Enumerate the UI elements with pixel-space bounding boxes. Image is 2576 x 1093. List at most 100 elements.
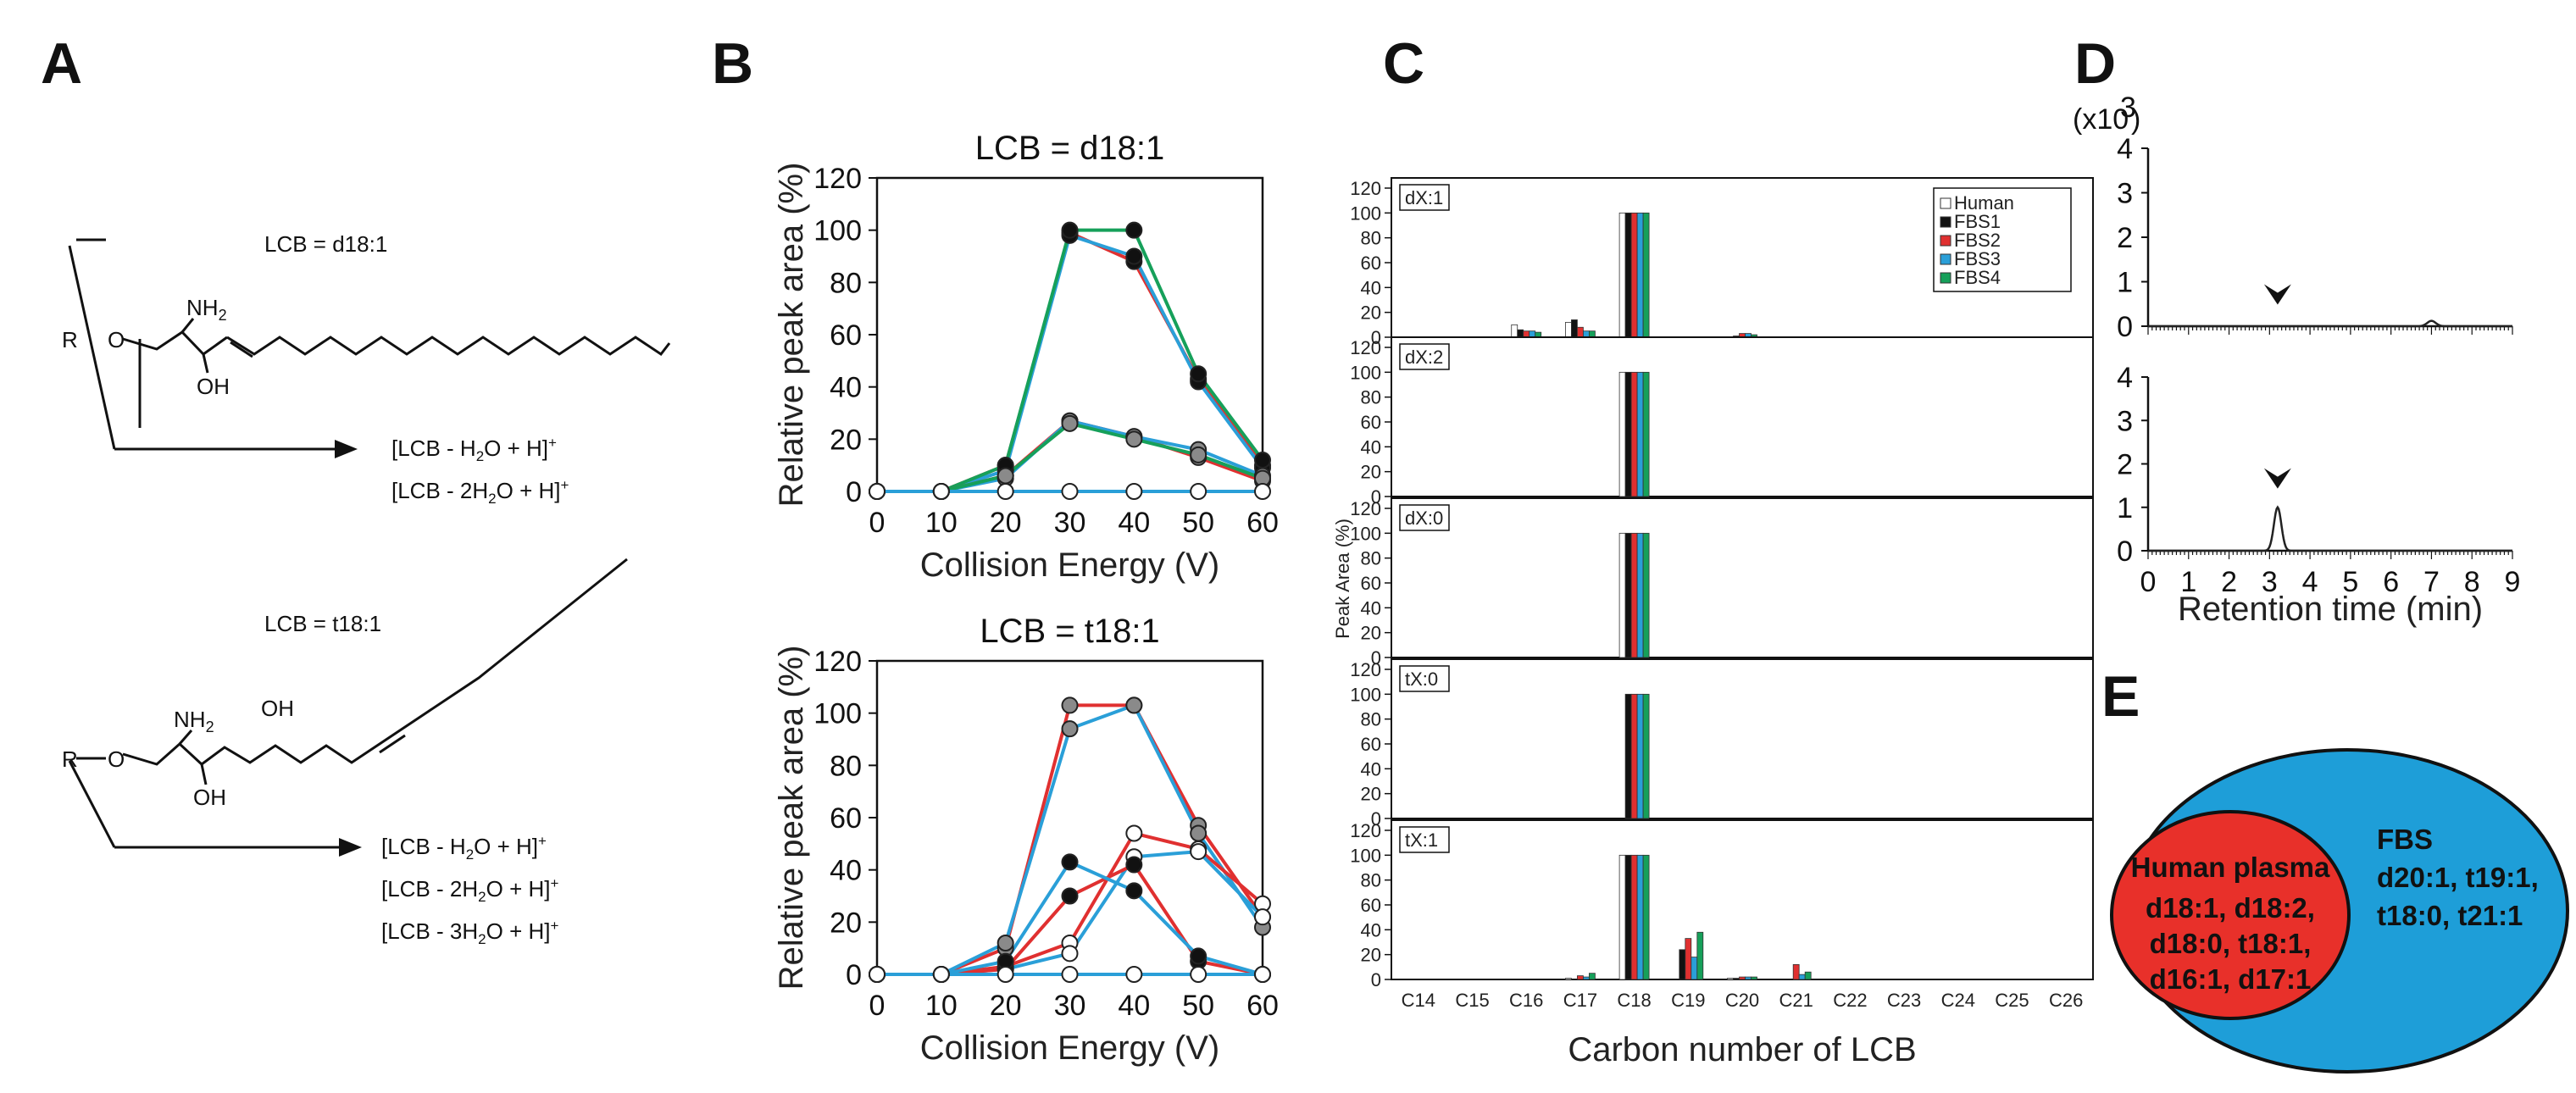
- bar-human: [1618, 854, 1626, 980]
- lcb-label-top: LCB = d18:1: [264, 231, 387, 257]
- x-axis-label: Retention time (min): [2178, 591, 2483, 628]
- data-point: [1190, 483, 1208, 500]
- x-tick-label: 8: [2464, 566, 2480, 598]
- ion-bottom-1: [LCB - H2O + H]+: [381, 833, 547, 863]
- data-point: [1125, 856, 1143, 874]
- y-tick-label: 40: [830, 372, 862, 404]
- data-point: [1061, 966, 1079, 983]
- y-tick-label: 60: [830, 319, 862, 352]
- data-point: [1190, 824, 1208, 842]
- y-tick-label: 2: [2117, 449, 2133, 481]
- ion-bottom-2: [LCB - 2H2O + H]+: [381, 875, 558, 905]
- y-tick-label: 0: [2117, 535, 2133, 568]
- y-tick-label: 0: [1371, 808, 1381, 829]
- data-point: [1061, 221, 1079, 239]
- x-tick-label: 0: [869, 507, 886, 539]
- legend-swatch: [1940, 235, 1951, 247]
- x-tick-label: 50: [1182, 507, 1214, 539]
- x-tick-label: C17: [1563, 990, 1597, 1011]
- y-tick-label: 100: [1350, 684, 1381, 705]
- legend-label: FBS3: [1954, 248, 2001, 269]
- data-point: [1190, 446, 1208, 463]
- data-point: [1061, 414, 1079, 432]
- data-point: [869, 483, 886, 500]
- bar-fbs4: [1589, 973, 1596, 980]
- bar-fbs1: [1624, 693, 1632, 819]
- panel-label-a: A: [41, 31, 82, 96]
- bar-fbs4: [1696, 931, 1704, 980]
- y-tick-label: 0: [2117, 311, 2133, 343]
- chart-b-d18-1: LCB = d18:1 0 10 20 30 40 50 60 0 20 40 60 80 100 120 C…: [773, 130, 1279, 584]
- y-tick-label: 0: [1371, 969, 1381, 990]
- y-tick-label: 40: [830, 855, 862, 887]
- y-axis-label: Relative peak area (%): [773, 646, 810, 990]
- bar-fbs1: [1624, 854, 1632, 980]
- y-tick-label: 40: [1361, 758, 1381, 780]
- x-tick-label: 20: [990, 990, 1022, 1022]
- x-tick-label: 4: [2302, 566, 2318, 598]
- x-tick-label: 20: [990, 507, 1022, 539]
- x-axis-label: Collision Energy (V): [920, 546, 1219, 584]
- panel-a-structures: [68, 238, 671, 857]
- y-tick-label: 100: [1350, 203, 1381, 224]
- y-tick-label: 120: [1350, 659, 1381, 680]
- y-tick-label: 80: [1361, 387, 1381, 408]
- subpanel-label-box: [1399, 826, 1450, 853]
- y-tick-label: 60: [1361, 895, 1381, 916]
- data-point: [1125, 430, 1143, 448]
- bar-fbs2: [1792, 964, 1800, 980]
- venn-outer-line-1: d20:1, t19:1,: [2377, 862, 2539, 893]
- data-point: [1125, 483, 1143, 500]
- arrowhead-marker: [2263, 468, 2291, 489]
- x-tick-label: 40: [1118, 990, 1150, 1022]
- x-tick-label: C18: [1617, 990, 1651, 1011]
- x-tick-label: 60: [1246, 990, 1279, 1022]
- y-tick-label: 2: [2117, 222, 2133, 254]
- legend-label: FBS2: [1954, 230, 2001, 251]
- subpanel-label: dX:0: [1405, 508, 1443, 529]
- chromatogram-trace: [2148, 505, 2512, 552]
- y-tick-label: 60: [1361, 252, 1381, 274]
- panel-label-b: B: [712, 31, 753, 96]
- x-axis-label: Collision Energy (V): [920, 1029, 1219, 1067]
- lcb-label-bottom: LCB = t18:1: [264, 611, 381, 636]
- x-tick-label: C14: [1402, 990, 1435, 1011]
- bar-fbs4: [1642, 693, 1650, 819]
- venn-outer-line-2: t18:0, t21:1: [2377, 900, 2523, 931]
- legend-swatch: [1940, 197, 1951, 209]
- bar-fbs2: [1685, 938, 1692, 980]
- data-point: [1254, 483, 1271, 500]
- legend-label: FBS1: [1954, 211, 2001, 232]
- bar-fbs3: [1583, 976, 1590, 980]
- y-tick-label: 20: [1361, 945, 1381, 966]
- venn-outer-title: FBS: [2377, 824, 2433, 855]
- bar-fbs3: [1745, 976, 1752, 980]
- panel-label-d: D: [2074, 31, 2116, 96]
- bar-fbs4: [1804, 971, 1812, 980]
- y-tick-label: 80: [1361, 709, 1381, 730]
- data-point: [932, 966, 950, 983]
- bar-fbs4: [1642, 854, 1650, 980]
- x-tick-label: C21: [1779, 990, 1813, 1011]
- x-tick-label: C20: [1725, 990, 1759, 1011]
- bar-fbs2: [1577, 975, 1584, 980]
- x-tick-label: 6: [2383, 566, 2399, 598]
- y-tick-label: 80: [830, 267, 862, 299]
- arrowhead-marker: [2263, 284, 2291, 305]
- bar-fbs2: [1523, 330, 1530, 338]
- data-point: [869, 966, 886, 983]
- y-tick-label: 100: [813, 698, 862, 730]
- data-point: [997, 483, 1014, 500]
- subpanel-frame: [1391, 497, 2094, 658]
- subpanel-label: tX:1: [1405, 829, 1438, 851]
- bar-fbs2: [1739, 976, 1746, 980]
- oh-label-top: OH: [197, 374, 230, 399]
- data-point: [1190, 365, 1208, 383]
- data-point: [1125, 966, 1143, 983]
- venn-diagram: Human plasma d18:1, d18:2, d18:0, t18:1,…: [2110, 748, 2569, 1074]
- r-label-bottom: R: [62, 746, 78, 772]
- y-tick-label: 20: [1361, 462, 1381, 483]
- data-point: [1254, 966, 1271, 983]
